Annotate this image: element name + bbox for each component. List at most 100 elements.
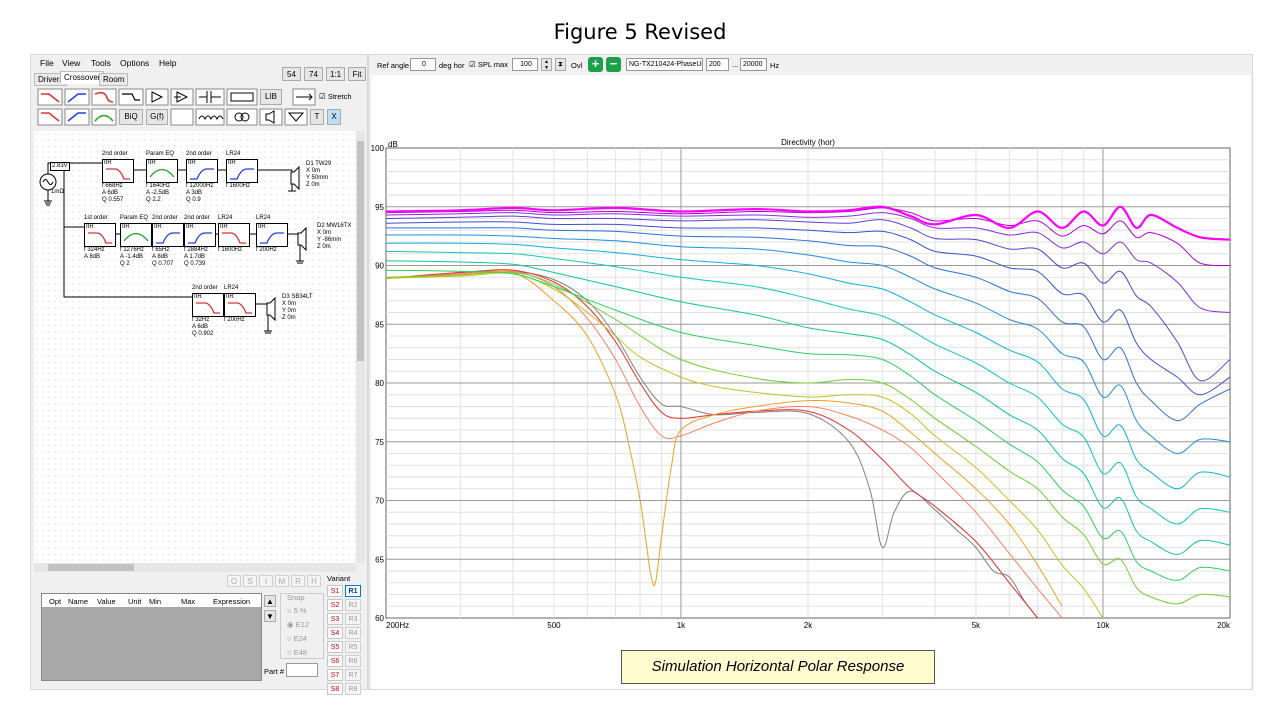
menu-view[interactable]: View [62, 58, 81, 68]
freq-separator: ... [732, 60, 739, 69]
component-tool-button[interactable]: O [227, 575, 241, 587]
lib-button[interactable]: LIB [260, 89, 282, 105]
zoom-54-button[interactable]: 54 [282, 67, 301, 81]
snap-option-5[interactable]: ○ 5 % [287, 606, 307, 615]
schematic-canvas[interactable]: 2.83V 1mΩ 2nd order IIR f 668Hz A 6dB Q 0.55… [34, 131, 356, 563]
variant-s-button[interactable]: S6 [327, 655, 343, 667]
filter-params: f 324Hz A 8dB [84, 247, 105, 261]
remove-overlay-button[interactable]: − [606, 57, 621, 72]
snap-option-e12[interactable]: ◉ E12 [287, 620, 309, 629]
hscroll-thumb[interactable] [48, 564, 134, 571]
driver-d1-z: Z 0m [306, 182, 320, 188]
filter-param: f 668Hz [102, 183, 123, 189]
filter-param: f 1640Hz [146, 183, 171, 189]
spl-spinner[interactable]: ▲ ▼ [541, 58, 552, 71]
variant-r-button[interactable]: R4 [345, 627, 361, 639]
component-tool-button[interactable]: I [259, 575, 273, 587]
overlay-file-select[interactable]: NG-TX210424-PhaseUr [626, 58, 703, 71]
variant-r-button[interactable]: R6 [345, 655, 361, 667]
tab-room[interactable]: Room [99, 73, 129, 86]
palette-filter-icons [37, 88, 316, 126]
component-tool-button[interactable]: R [291, 575, 305, 587]
move-down-button[interactable]: ▼ [264, 610, 276, 622]
filter-type: LR24 [226, 151, 241, 157]
variant-s-button[interactable]: S2 [327, 599, 343, 611]
schematic-vscroll[interactable] [356, 131, 365, 563]
vscroll-thumb[interactable] [357, 141, 364, 361]
spl-max-input[interactable]: 100 [512, 58, 538, 71]
add-overlay-button[interactable]: + [588, 57, 603, 72]
filter-tag: IIR [86, 224, 94, 230]
filter-params: f 1640Hz A -2.5dB Q 2.2 [146, 183, 170, 204]
triangle-down-icon: ▼ [266, 612, 274, 621]
gf-button[interactable]: G(f) [146, 109, 168, 125]
schematic-hscroll[interactable] [34, 563, 356, 572]
filter-box: IIR [84, 223, 116, 247]
component-tool-button[interactable]: S [243, 575, 257, 587]
spl-max-checkbox[interactable]: ☑ SPL max [469, 60, 508, 69]
filter-params: f 2884Hz A 1.7dB Q 0.739 [184, 247, 208, 268]
filter-param: A -1.4dB [120, 254, 144, 260]
menu-help[interactable]: Help [159, 58, 177, 68]
freq-min-input[interactable]: 200 [706, 58, 729, 71]
menu-options[interactable]: Options [120, 58, 150, 68]
filter-curve-icon [156, 232, 180, 244]
part-number-input[interactable] [286, 663, 318, 677]
filter-curve-icon [188, 232, 212, 244]
t-button[interactable]: T [310, 109, 324, 125]
biq-button[interactable]: BiQ [119, 109, 143, 125]
freq-max-input[interactable]: 20000 [740, 58, 767, 71]
variant-r-button[interactable]: R3 [345, 613, 361, 625]
plus-icon: + [591, 56, 600, 71]
filter-param: Q 0.557 [102, 197, 124, 203]
tab-crossover[interactable]: Crossover [60, 71, 105, 84]
series-line [386, 272, 1104, 618]
stretch-checkbox[interactable]: ☑ Stretch [319, 92, 352, 101]
variant-s-button[interactable]: S3 [327, 613, 343, 625]
filter-tag: IIR [226, 294, 234, 300]
snap-group: Snap ○ 5 % ◉ E12 ○ E24 ○ E48 [280, 593, 324, 659]
source-resistance: 1mΩ [51, 189, 64, 195]
filter-box: IIR [146, 159, 178, 183]
variant-s-button[interactable]: S1 [327, 585, 343, 597]
component-tool-button[interactable]: M [275, 575, 289, 587]
x-button[interactable]: X [327, 109, 341, 125]
col-unit: Unit [128, 597, 142, 606]
variant-r-button[interactable]: R2 [345, 599, 361, 611]
snap-option-e24[interactable]: ○ E24 [287, 634, 307, 643]
variant-s-button[interactable]: S7 [327, 669, 343, 681]
filter-params: f 1276Hz A -1.4dB Q 2 [120, 247, 144, 268]
filter-param: f 65Hz [152, 247, 170, 253]
component-tool-button[interactable]: H [307, 575, 321, 587]
menu-tools[interactable]: Tools [91, 58, 111, 68]
tab-drivers[interactable]: Drivers [34, 73, 68, 86]
move-up-button[interactable]: ▲ [264, 595, 276, 607]
variant-r-button[interactable]: R7 [345, 669, 361, 681]
variant-s-button[interactable]: S4 [327, 627, 343, 639]
palette-icons [37, 88, 316, 126]
ref-angle-input[interactable]: 0 [410, 58, 436, 71]
col-min: Min [149, 597, 162, 606]
menu-file[interactable]: File [40, 58, 54, 68]
filter-tag: IIR [194, 294, 202, 300]
col-opt: Opt [49, 597, 62, 606]
parameter-table[interactable]: Opt Name Value Unit Min Max Expression [41, 593, 262, 681]
snap-option-e48[interactable]: ○ E48 [287, 648, 307, 657]
zoom-74-button[interactable]: 74 [304, 67, 323, 81]
spl-fit-button[interactable]: ⧗ [555, 58, 566, 71]
variant-r-button[interactable]: R8 [345, 683, 361, 695]
zoom-1to1-button[interactable]: 1:1 [326, 67, 345, 81]
filter-param: f 12000Hz [186, 183, 214, 189]
y-tick-label: 65 [375, 555, 384, 564]
zoom-fit-button[interactable]: Fit [348, 67, 366, 81]
variant-r-button[interactable]: R5 [345, 641, 361, 653]
panel-divider[interactable] [367, 55, 369, 689]
variant-s-button[interactable]: S8 [327, 683, 343, 695]
filter-type: 2nd order [152, 215, 178, 221]
filter-params: f 32Hz A 6dB Q 0.902 [192, 317, 213, 338]
variant-s-button[interactable]: S5 [327, 641, 343, 653]
snap-option-e48-label: E48 [293, 648, 307, 657]
variant-r-button[interactable]: R1 [345, 585, 361, 597]
snap-label: Snap [287, 593, 305, 602]
